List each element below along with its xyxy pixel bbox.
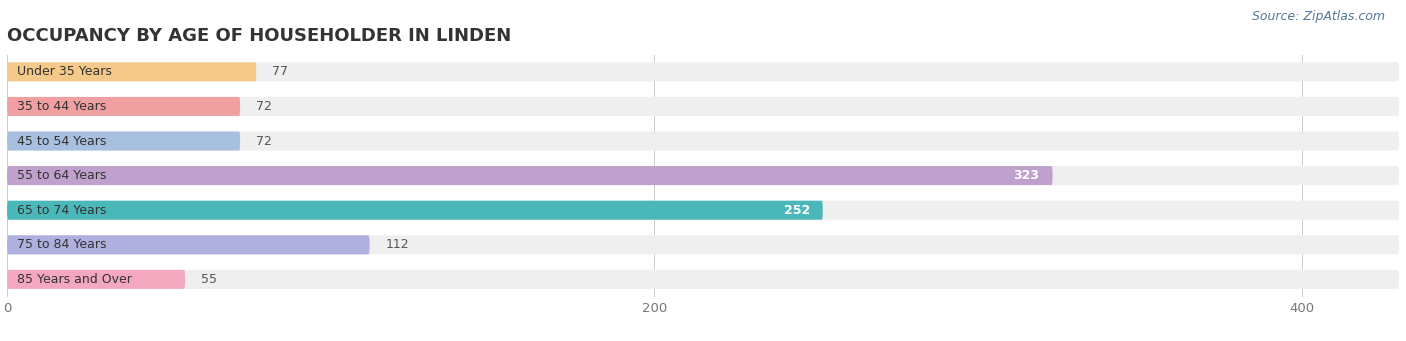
Text: 65 to 74 Years: 65 to 74 Years: [17, 204, 105, 217]
Text: 45 to 54 Years: 45 to 54 Years: [17, 135, 105, 148]
Text: 55 to 64 Years: 55 to 64 Years: [17, 169, 105, 182]
Text: 72: 72: [256, 100, 273, 113]
FancyBboxPatch shape: [7, 62, 1399, 81]
Text: 72: 72: [256, 135, 273, 148]
FancyBboxPatch shape: [7, 97, 1399, 116]
FancyBboxPatch shape: [7, 235, 1399, 254]
FancyBboxPatch shape: [7, 132, 1399, 150]
FancyBboxPatch shape: [7, 132, 240, 150]
Text: 252: 252: [783, 204, 810, 217]
Text: 35 to 44 Years: 35 to 44 Years: [17, 100, 105, 113]
FancyBboxPatch shape: [7, 270, 1399, 289]
FancyBboxPatch shape: [7, 235, 370, 254]
FancyBboxPatch shape: [7, 97, 240, 116]
FancyBboxPatch shape: [7, 62, 256, 81]
FancyBboxPatch shape: [7, 166, 1399, 185]
Text: OCCUPANCY BY AGE OF HOUSEHOLDER IN LINDEN: OCCUPANCY BY AGE OF HOUSEHOLDER IN LINDE…: [7, 27, 512, 45]
Text: 85 Years and Over: 85 Years and Over: [17, 273, 132, 286]
FancyBboxPatch shape: [7, 201, 823, 220]
FancyBboxPatch shape: [7, 270, 186, 289]
Text: 55: 55: [201, 273, 218, 286]
Text: 112: 112: [385, 238, 409, 251]
FancyBboxPatch shape: [7, 166, 1053, 185]
Text: 75 to 84 Years: 75 to 84 Years: [17, 238, 107, 251]
Text: 77: 77: [273, 65, 288, 78]
FancyBboxPatch shape: [7, 201, 1399, 220]
Text: Source: ZipAtlas.com: Source: ZipAtlas.com: [1251, 10, 1385, 23]
Text: Under 35 Years: Under 35 Years: [17, 65, 111, 78]
Text: 323: 323: [1014, 169, 1039, 182]
